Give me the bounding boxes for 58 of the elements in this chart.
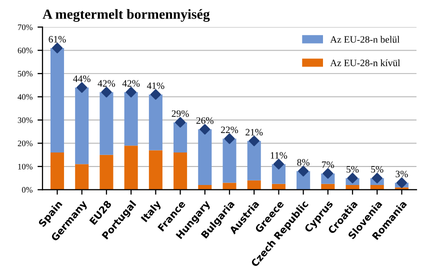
- bar: [222, 182, 236, 190]
- bar: [75, 164, 89, 190]
- bar: [148, 150, 162, 190]
- bar: [124, 92, 138, 146]
- point: [248, 136, 260, 146]
- point: [126, 86, 136, 98]
- point: [322, 168, 334, 179]
- point: [224, 133, 235, 144]
- bar: [174, 122, 188, 153]
- bar: [198, 129, 212, 186]
- bar: [100, 92, 114, 155]
- bar: [124, 146, 138, 190]
- point: [298, 166, 309, 176]
- data-label: 42%: [98, 80, 116, 87]
- data-label: 5%: [371, 166, 384, 173]
- data-label: 26%: [196, 117, 214, 124]
- point: [76, 82, 88, 93]
- data-label: 61%: [48, 36, 66, 43]
- data-label: 3%: [396, 170, 408, 178]
- data-label: 41%: [146, 82, 164, 90]
- bar: [50, 152, 64, 190]
- chart-title: A megtermelt bormennyiség: [42, 9, 210, 22]
- data-label: 21%: [246, 128, 263, 136]
- bar: [100, 154, 114, 190]
- point: [347, 172, 358, 184]
- y-tick-label: 70%: [18, 24, 32, 30]
- point: [150, 89, 161, 100]
- y-tick-label: 30%: [18, 117, 32, 124]
- data-label: 11%: [270, 152, 288, 159]
- data-label: 29%: [172, 110, 189, 117]
- point: [273, 158, 284, 170]
- y-tick-label: 40%: [18, 94, 32, 100]
- data-label: 5%: [346, 166, 359, 173]
- bar: [174, 152, 188, 190]
- y-tick-label: 0%: [22, 187, 32, 193]
- bar: [247, 180, 261, 190]
- point: [174, 117, 186, 128]
- data-label: 7%: [322, 161, 334, 168]
- point: [396, 177, 408, 188]
- point: [52, 42, 63, 54]
- bar: [222, 138, 236, 183]
- point: [372, 172, 382, 184]
- legend-label: Az EU-28-n kívül: [330, 59, 400, 66]
- y-tick-label: 10%: [18, 164, 32, 170]
- bar: [148, 94, 162, 150]
- data-label: 42%: [122, 80, 140, 87]
- data-label: 22%: [221, 126, 238, 134]
- point: [101, 86, 112, 98]
- bar: [247, 140, 261, 180]
- y-tick-label: 50%: [18, 70, 32, 77]
- data-label: 44%: [73, 75, 90, 82]
- bar: [75, 87, 89, 164]
- y-tick-label: 20%: [18, 140, 32, 146]
- point: [200, 124, 210, 135]
- data-label: 8%: [297, 159, 310, 166]
- legend-label: Az EU-28-n belül: [330, 36, 400, 43]
- y-tick-label: 60%: [18, 48, 32, 54]
- bar: [50, 48, 64, 153]
